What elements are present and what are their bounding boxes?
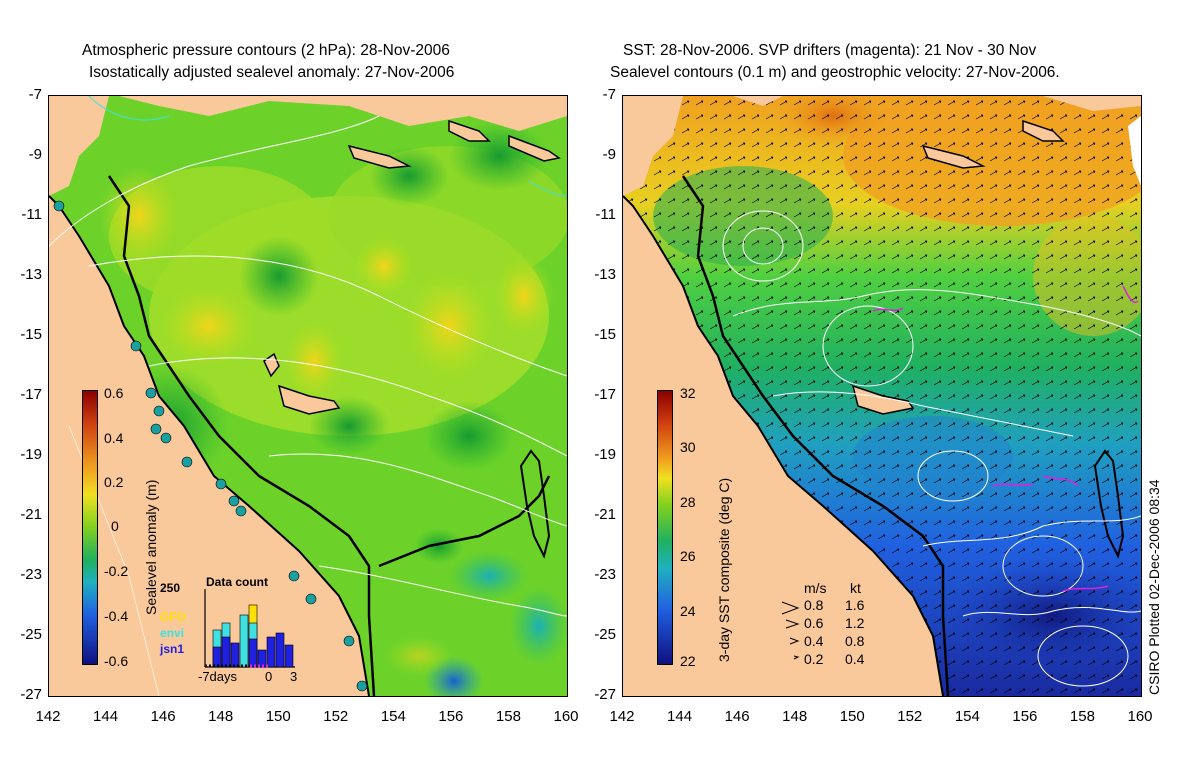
- right-x-tick-3: 148: [782, 708, 808, 725]
- sla-cb-tick-0: 0.6: [104, 385, 124, 401]
- inset-x-label-zero: 0: [265, 669, 273, 684]
- left-y-tick-9: -25: [20, 626, 42, 643]
- velocity-legend-kt-1: 1.2: [845, 615, 865, 631]
- sst-colorbar: [657, 390, 673, 665]
- sst-cb-tick-0: 32: [680, 385, 696, 401]
- left-x-tick-4: 150: [265, 708, 291, 725]
- left-x-tick-5: 152: [323, 708, 349, 725]
- sla-cb-tick-2: 0.2: [104, 474, 124, 490]
- right-y-tick-6: -19: [594, 446, 616, 463]
- left-x-tick-8: 158: [495, 708, 521, 725]
- right-y-tick-5: -17: [594, 386, 616, 403]
- sla-map: [49, 96, 567, 696]
- sla-cb-tick-5: -0.4: [104, 608, 129, 624]
- sst-colorbar-label: 3-day SST composite (deg C): [716, 477, 732, 662]
- right-y-tick-3: -13: [594, 266, 616, 283]
- left-x-tick-9: 160: [553, 708, 579, 725]
- right-y-tick-4: -15: [594, 326, 616, 343]
- left-title-line2: Isostatically adjusted sealevel anomaly:…: [89, 64, 455, 81]
- left-y-tick-7: -21: [20, 506, 42, 523]
- sst-map: [623, 96, 1141, 696]
- right-y-tick-8: -23: [594, 566, 616, 583]
- inset-mission-jsn1: jsn1: [160, 642, 185, 656]
- sla-cb-tick-4: -0.2: [104, 563, 129, 579]
- velocity-legend-kt-0: 1.6: [845, 597, 865, 613]
- left-x-tick-7: 156: [438, 708, 464, 725]
- left-y-tick-4: -15: [20, 326, 42, 343]
- sst-cb-tick-5: 22: [680, 653, 696, 669]
- right-x-tick-4: 150: [839, 708, 865, 725]
- right-y-tick-1: -9: [602, 146, 616, 163]
- velocity-legend-ms-1: 0.6: [804, 615, 824, 631]
- right-x-tick-8: 158: [1069, 708, 1095, 725]
- sst-cb-tick-3: 26: [680, 548, 696, 564]
- left-x-tick-2: 146: [150, 708, 176, 725]
- inset-mission-envi: envi: [160, 626, 185, 640]
- velocity-legend-kt-2: 0.8: [845, 633, 865, 649]
- velocity-legend-ms-0: 0.8: [804, 597, 824, 613]
- left-x-tick-6: 154: [380, 708, 406, 725]
- right-y-tick-2: -11: [595, 206, 616, 223]
- left-x-tick-3: 148: [208, 708, 234, 725]
- data-count-inset: 250 Data count GFO envi jsn1 -7days 0 3: [160, 575, 310, 685]
- left-y-tick-0: -7: [28, 86, 42, 103]
- left-y-tick-5: -17: [20, 386, 42, 403]
- right-x-tick-0: 142: [609, 708, 635, 725]
- right-x-tick-5: 152: [897, 708, 923, 725]
- right-x-tick-7: 156: [1012, 708, 1038, 725]
- velocity-legend-ms-2: 0.4: [804, 633, 824, 649]
- velocity-legend-kt-3: 0.4: [845, 651, 865, 667]
- left-y-tick-6: -19: [20, 446, 42, 463]
- left-y-tick-1: -9: [28, 146, 42, 163]
- velocity-legend-ms-3: 0.2: [804, 651, 824, 667]
- left-y-tick-3: -13: [20, 266, 42, 283]
- inset-mission-gfo: GFO: [160, 610, 186, 624]
- left-x-tick-0: 142: [35, 708, 61, 725]
- sst-cb-tick-1: 30: [680, 439, 696, 455]
- inset-ymax: 250: [160, 581, 181, 595]
- inset-x-label-start: -7days: [198, 669, 238, 684]
- right-x-tick-2: 146: [724, 708, 750, 725]
- left-title-line1: Atmospheric pressure contours (2 hPa): 2…: [82, 42, 450, 59]
- sla-cb-tick-3: 0: [111, 518, 119, 534]
- left-y-tick-2: -11: [21, 206, 42, 223]
- right-title-line2: Sealevel contours (0.1 m) and geostrophi…: [610, 64, 1060, 81]
- right-y-tick-9: -25: [594, 626, 616, 643]
- right-map-panel: [622, 95, 1142, 697]
- velocity-legend-header-ms: m/s: [804, 580, 827, 596]
- sst-cb-tick-4: 24: [680, 603, 696, 619]
- left-y-tick-10: -27: [20, 686, 42, 703]
- sla-colorbar: [82, 390, 98, 665]
- velocity-legend-arrows: [781, 601, 800, 660]
- right-x-tick-1: 144: [667, 708, 693, 725]
- right-x-tick-9: 160: [1127, 708, 1153, 725]
- inset-title: Data count: [206, 575, 269, 589]
- sla-colorbar-label: Sealevel anomaly (m): [143, 479, 159, 615]
- left-x-tick-1: 144: [93, 708, 119, 725]
- right-y-tick-7: -21: [594, 506, 616, 523]
- right-y-tick-10: -27: [594, 686, 616, 703]
- left-y-tick-8: -23: [20, 566, 42, 583]
- right-x-tick-6: 154: [954, 708, 980, 725]
- inset-x-label-end: 3: [290, 669, 298, 684]
- right-title-line1: SST: 28-Nov-2006. SVP drifters (magenta)…: [623, 42, 1037, 59]
- sst-cb-tick-2: 28: [680, 494, 696, 510]
- credit-label: CSIRO Plotted 02-Dec-2006 08:34: [1146, 479, 1162, 695]
- velocity-legend-header-kt: kt: [850, 580, 861, 596]
- velocity-legend: m/s kt 0.8 1.6 0.6 1.2 0.4 0.8 0.2 0.4: [780, 580, 890, 670]
- sla-cb-tick-6: -0.6: [104, 653, 129, 669]
- left-map-panel: [48, 95, 568, 697]
- sla-cb-tick-1: 0.4: [104, 430, 124, 446]
- inset-histogram: [204, 589, 295, 668]
- right-y-tick-0: -7: [602, 86, 616, 103]
